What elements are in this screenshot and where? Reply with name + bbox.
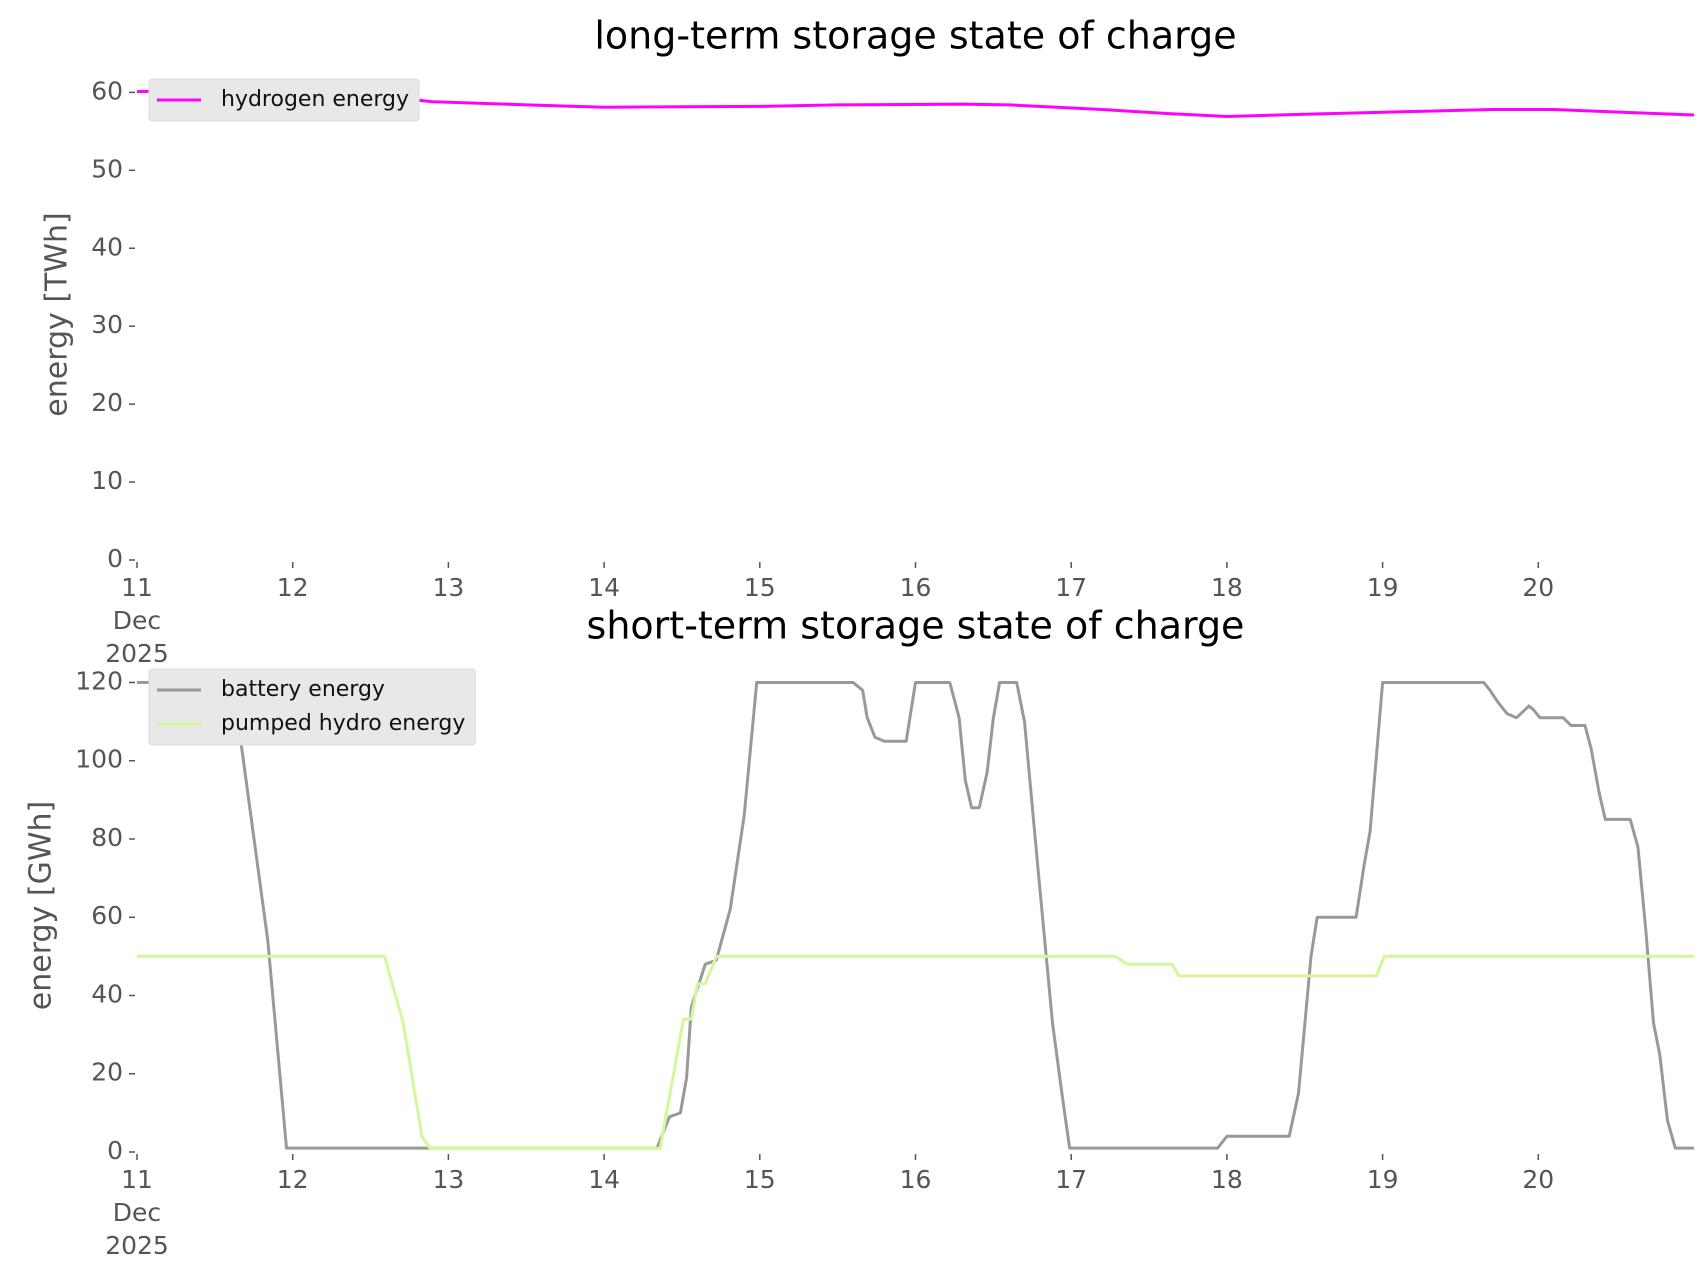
x-tick-label: 20 (1522, 573, 1555, 602)
x-tick-label: 12 (276, 573, 309, 602)
x-tick-label: 16 (899, 1165, 932, 1194)
x-tick-label: 18 (1210, 1165, 1243, 1194)
series-line (137, 954, 1694, 1150)
x-tick-label: 13 (432, 573, 465, 602)
y-tick-label: 20 (91, 1058, 123, 1087)
y-axis-label: energy [TWh] (40, 212, 75, 416)
chart-title: long-term storage state of charge (594, 14, 1236, 58)
y-tick-label: 80 (91, 823, 123, 852)
y-tick-label: 10 (91, 466, 123, 495)
x-tick-label: 17 (1055, 1165, 1088, 1194)
y-tick-label: 120 (75, 666, 123, 695)
y-tick-label: 100 (75, 745, 123, 774)
x-tick-label: 11 Dec 2025 (105, 1165, 169, 1260)
legend: hydrogen energy (148, 78, 420, 122)
y-tick-label: 50 (91, 154, 123, 183)
y-axis-label: energy [GWh] (24, 801, 59, 1010)
y-tick-label: 0 (107, 1136, 123, 1165)
y-tick-label: 0 (107, 544, 123, 573)
series-line (136, 88, 1695, 118)
legend-label: hydrogen energy (221, 87, 409, 112)
x-tick-label: 11 Dec 2025 (105, 573, 169, 668)
x-tick-label: 12 (276, 1165, 309, 1194)
x-tick-label: 18 (1210, 573, 1243, 602)
x-tick-label: 20 (1522, 1165, 1555, 1194)
chart-title: short-term storage state of charge (587, 604, 1245, 648)
y-tick-label: 40 (91, 979, 123, 1008)
x-tick-label: 16 (899, 573, 932, 602)
y-tick-label: 60 (91, 76, 123, 105)
x-tick-label: 17 (1055, 573, 1088, 602)
x-tick-label: 15 (743, 1165, 776, 1194)
series-line (137, 681, 1694, 1150)
legend-box (148, 78, 420, 122)
x-tick-label: 14 (588, 1165, 620, 1194)
x-tick-label: 13 (432, 1165, 465, 1194)
x-tick-label: 19 (1366, 1165, 1399, 1194)
legend-box (148, 668, 476, 746)
legend-label: battery energy (221, 677, 385, 702)
legend: battery energy pumped hydro energy (148, 668, 476, 746)
x-tick-label: 19 (1366, 573, 1399, 602)
x-tick-label: 15 (743, 573, 776, 602)
y-tick-label: 40 (91, 232, 123, 261)
y-tick-label: 20 (91, 388, 123, 417)
y-tick-label: 30 (91, 310, 123, 339)
x-tick-label: 14 (588, 573, 620, 602)
y-tick-label: 60 (91, 901, 123, 930)
legend-label: pumped hydro energy (221, 711, 465, 736)
